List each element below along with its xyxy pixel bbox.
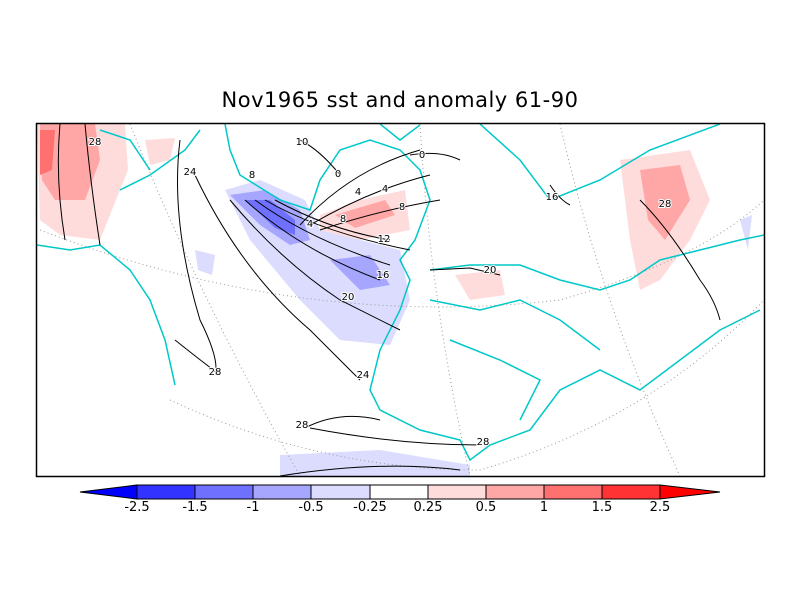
cold-anomaly [740,215,752,250]
colorbar-box [310,484,371,500]
map-frame [35,122,766,478]
contour-label: 28 [209,367,222,378]
contour-label: 10 [296,137,309,148]
colorbar-label: -1 [246,500,260,515]
colorbar-arrow-high [659,484,721,500]
contour-label: 24 [184,167,197,178]
colorbar-box [369,484,429,500]
colorbar-label: 1 [539,500,549,515]
colorbar-label: 2.5 [649,500,671,515]
warm-anomaly [40,130,55,175]
warm-anomaly [640,165,690,240]
colorbar-box [136,484,196,500]
contour-label: 4 [307,219,313,230]
contour-label: 20 [342,292,355,303]
colorbar-box [543,484,603,500]
contour-label: 8 [399,202,405,213]
contour-label: 16 [546,192,559,203]
contour-label: 28 [477,437,490,448]
colorbar-label: 1.5 [591,500,613,515]
contour-label: 12 [378,234,391,245]
coastlines [37,124,764,462]
contour-label: 8 [340,214,346,225]
warm-anomaly [145,138,175,165]
colorbar-box [485,484,545,500]
chart-title: Nov1965 sst and anomaly 61-90 [221,88,579,112]
colorbar-label: -1.5 [182,500,208,515]
colorbar-arrow-low [79,484,138,500]
anomaly-shading [37,124,752,476]
colorbar-box [601,484,661,500]
contour-label: 4 [382,184,388,195]
contour-label: 20 [484,265,497,276]
contour-label: 28 [89,137,102,148]
cold-anomaly [245,200,295,235]
contour-label: 4 [355,187,361,198]
contour-label: 0 [419,150,425,161]
warm-anomaly [455,270,505,300]
colorbar-box [194,484,254,500]
cold-anomaly [195,250,215,275]
contour-label: 28 [659,199,672,210]
contour-label: 8 [249,170,255,181]
sst-contours [57,124,721,476]
contour-label: 24 [357,370,370,381]
colorbar-label: 0.5 [475,500,497,515]
colorbar-label: -2.5 [124,500,150,515]
colorbar-label: -0.25 [353,500,387,515]
colorbar-box [252,484,312,500]
colorbar [79,484,721,500]
graticule [39,124,764,476]
contour-label: 28 [296,420,309,431]
warm-anomaly [40,124,100,200]
contour-label: 0 [335,169,341,180]
colorbar-label: 0.25 [413,500,443,515]
colorbar-label: -0.5 [298,500,324,515]
colorbar-box [427,484,487,500]
contour-label: 16 [377,270,390,281]
